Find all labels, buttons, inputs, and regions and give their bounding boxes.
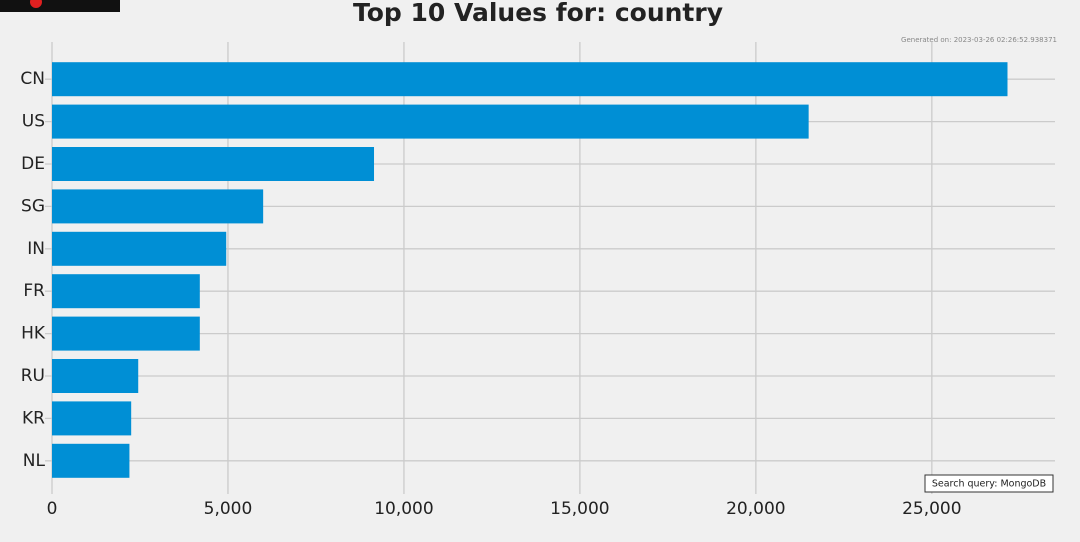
x-tick-label: 5,000 — [204, 499, 253, 519]
y-tick-label: HK — [21, 324, 46, 344]
logo — [0, 0, 120, 12]
annotation: Search query: MongoDB — [932, 479, 1046, 490]
logo-mark — [30, 0, 42, 8]
x-tick-label: 15,000 — [550, 499, 609, 519]
chart-title: Top 10 Values for: country — [353, 0, 723, 27]
x-tick-label: 10,000 — [374, 499, 433, 519]
x-tick-label: 25,000 — [902, 499, 961, 519]
y-tick-label: IN — [27, 239, 45, 259]
y-tick-label: RU — [21, 366, 45, 386]
y-tick-label: SG — [21, 196, 45, 216]
bar — [52, 443, 130, 478]
bar — [52, 274, 200, 309]
bar — [52, 231, 227, 266]
bar — [52, 316, 200, 351]
x-tick-label: 20,000 — [726, 499, 785, 519]
subtitle: Generated on: 2023-03-26 02:26:52.938371 — [901, 36, 1057, 44]
bar — [52, 104, 809, 139]
bar — [52, 401, 132, 436]
y-tick-label: FR — [23, 281, 45, 301]
y-tick-label: NL — [23, 451, 46, 471]
bar — [52, 189, 264, 224]
bar — [52, 359, 139, 393]
annotation-box — [924, 474, 1054, 493]
plot: 0 5,000 10,000 15,000 20,000 25,000 CN US DE SG IN… — [20, 42, 1055, 519]
y-tick-label: DE — [21, 154, 45, 174]
y-tick-label: US — [22, 112, 45, 132]
x-tick-label: 0 — [47, 499, 58, 519]
y-tick-label: CN — [20, 69, 45, 89]
bar — [52, 147, 375, 181]
bar — [52, 62, 1008, 97]
y-tick-label: KR — [22, 408, 45, 428]
